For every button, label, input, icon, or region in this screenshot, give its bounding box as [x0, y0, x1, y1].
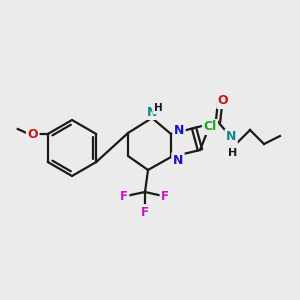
Text: F: F [141, 206, 149, 218]
Text: O: O [27, 128, 38, 140]
Text: N: N [173, 154, 183, 166]
Text: F: F [120, 190, 128, 202]
Text: N: N [174, 124, 184, 137]
Text: N: N [147, 106, 157, 118]
Text: F: F [161, 190, 169, 202]
Text: O: O [218, 94, 228, 107]
Text: N: N [226, 130, 236, 143]
Text: H: H [228, 148, 238, 158]
Text: Cl: Cl [203, 121, 217, 134]
Text: H: H [154, 103, 162, 113]
